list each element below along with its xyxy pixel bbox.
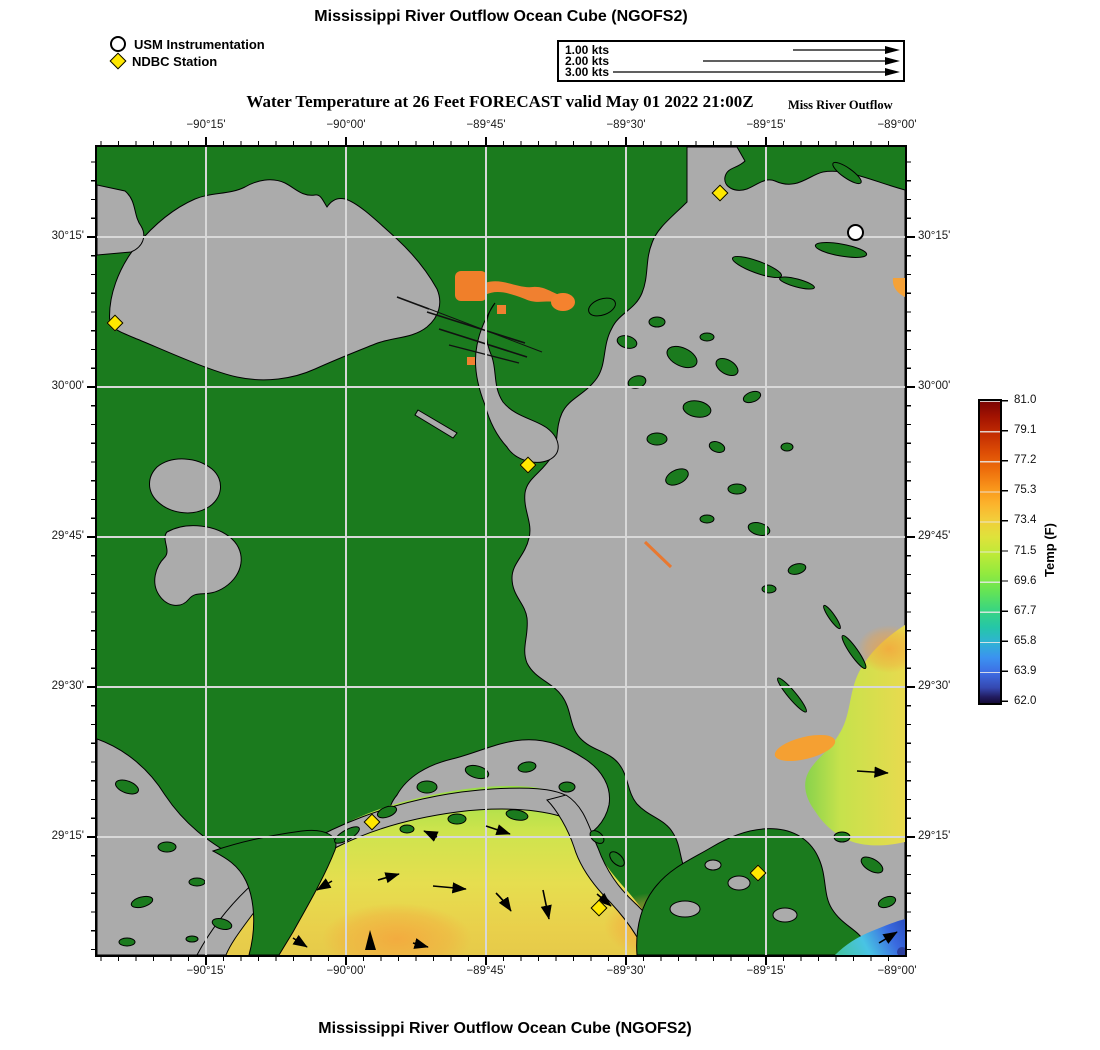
warm-band-right	[774, 625, 905, 846]
cold-water-corner	[835, 919, 905, 955]
lon-label-top-4: −89°15'	[746, 119, 786, 131]
axis-ticks-bottom-minor	[97, 957, 905, 961]
lon-label-bottom-5: −89°00'	[877, 965, 917, 977]
lon-label-top-0: −90°15'	[186, 119, 226, 131]
bottom-title: Mississippi River Outflow Ocean Cube (NG…	[318, 1020, 692, 1037]
legend-usm: USM Instrumentation	[110, 36, 265, 52]
colorbar-tick-4: 73.4	[1014, 514, 1037, 526]
colorbar	[978, 399, 1002, 705]
lon-label-bottom-1: −90°00'	[326, 965, 366, 977]
colorbar-title: Temp (F)	[1042, 523, 1057, 577]
lat-label-left-1: 30°00'	[51, 380, 84, 392]
usm-instrumentation-marker	[847, 224, 864, 241]
colorbar-tick-1: 79.1	[1014, 424, 1037, 436]
lat-label-right-3: 29°30'	[918, 680, 951, 692]
land-center-peninsula	[474, 302, 559, 463]
land-pontchartrain	[109, 179, 441, 381]
lat-label-left-3: 29°30'	[51, 680, 84, 692]
legend-usm-label: USM Instrumentation	[134, 36, 265, 52]
lon-label-top-3: −89°30'	[606, 119, 646, 131]
marsh-islands	[588, 161, 897, 909]
lat-label-left-2: 29°45'	[51, 530, 84, 542]
velocity-label-3: 3.00 kts	[565, 65, 610, 79]
thin-island	[414, 409, 458, 439]
water-wedge	[211, 829, 337, 955]
lon-label-top-2: −89°45'	[466, 119, 506, 131]
ndbc-station-marker	[519, 456, 537, 474]
colorbar-tick-9: 63.9	[1014, 665, 1037, 677]
legend-ndbc: NDBC Station	[109, 52, 218, 70]
colorbar-tick-0: 81.0	[1014, 394, 1037, 406]
velocity-label-2: 2.00 kts	[565, 54, 610, 68]
lon-label-top-5: −89°00'	[877, 119, 917, 131]
ndbc-diamond-icon	[109, 52, 127, 70]
colorbar-tick-lines	[980, 401, 1000, 702]
legend-ndbc-label: NDBC Station	[132, 53, 218, 69]
current-vectors	[292, 766, 898, 950]
velocity-label-1: 1.00 kts	[565, 43, 610, 57]
axis-ticks-bottom-major	[97, 957, 905, 965]
lon-label-bottom-0: −90°15'	[186, 965, 226, 977]
lat-label-left-0: 30°15'	[51, 230, 84, 242]
ndbc-station-marker	[590, 899, 608, 917]
colorbar-tick-2: 77.2	[1014, 454, 1037, 466]
graticule	[97, 147, 905, 955]
lon-label-bottom-2: −89°45'	[466, 965, 506, 977]
marsh-bottom-right	[636, 828, 871, 955]
lat-label-left-4: 29°15'	[51, 830, 84, 842]
lon-label-top-1: −90°00'	[326, 119, 366, 131]
colorbar-tick-5: 71.5	[1014, 545, 1037, 557]
ndbc-station-marker	[749, 864, 767, 882]
lat-label-right-4: 29°15'	[918, 830, 951, 842]
velocity-scale-arrows-icon	[613, 46, 900, 76]
axis-ticks-right-major	[907, 147, 915, 955]
river-warm-outflow	[455, 271, 905, 569]
map-canvas	[97, 147, 905, 955]
colorbar-tick-10: 62.0	[1014, 695, 1037, 707]
colorbar-tick-8: 65.8	[1014, 635, 1037, 647]
lon-label-bottom-4: −89°15'	[746, 965, 786, 977]
marsh-patches	[115, 761, 625, 947]
station-marker-layer	[97, 147, 905, 955]
river-channels	[396, 296, 543, 364]
map-frame	[95, 145, 907, 957]
colorbar-tick-stubs	[1002, 400, 1008, 702]
colorbar-tick-6: 69.6	[1014, 575, 1037, 587]
ndbc-station-marker	[363, 813, 381, 831]
lon-label-bottom-3: −89°30'	[606, 965, 646, 977]
velocity-scale-box: 1.00 kts 2.00 kts 3.00 kts	[557, 40, 905, 82]
axis-ticks-left-major	[87, 147, 95, 955]
island-cluster-west	[149, 458, 242, 606]
forecast-subtitle-note: Miss River Outflow	[788, 98, 893, 112]
ndbc-station-marker	[106, 314, 124, 332]
colorbar-tick-7: 67.7	[1014, 605, 1037, 617]
lat-label-right-0: 30°15'	[918, 230, 951, 242]
usm-circle-icon	[110, 36, 126, 52]
lat-label-right-2: 29°45'	[918, 530, 951, 542]
ndbc-station-marker	[711, 184, 729, 202]
page-title: Mississippi River Outflow Ocean Cube (NG…	[314, 8, 688, 25]
colorbar-tick-3: 75.3	[1014, 484, 1037, 496]
forecast-subtitle: Water Temperature at 26 Feet FORECAST va…	[246, 92, 754, 111]
axis-ticks-right-minor	[907, 147, 911, 955]
lat-label-right-1: 30°00'	[918, 380, 951, 392]
axis-ticks-top-major	[97, 137, 905, 145]
